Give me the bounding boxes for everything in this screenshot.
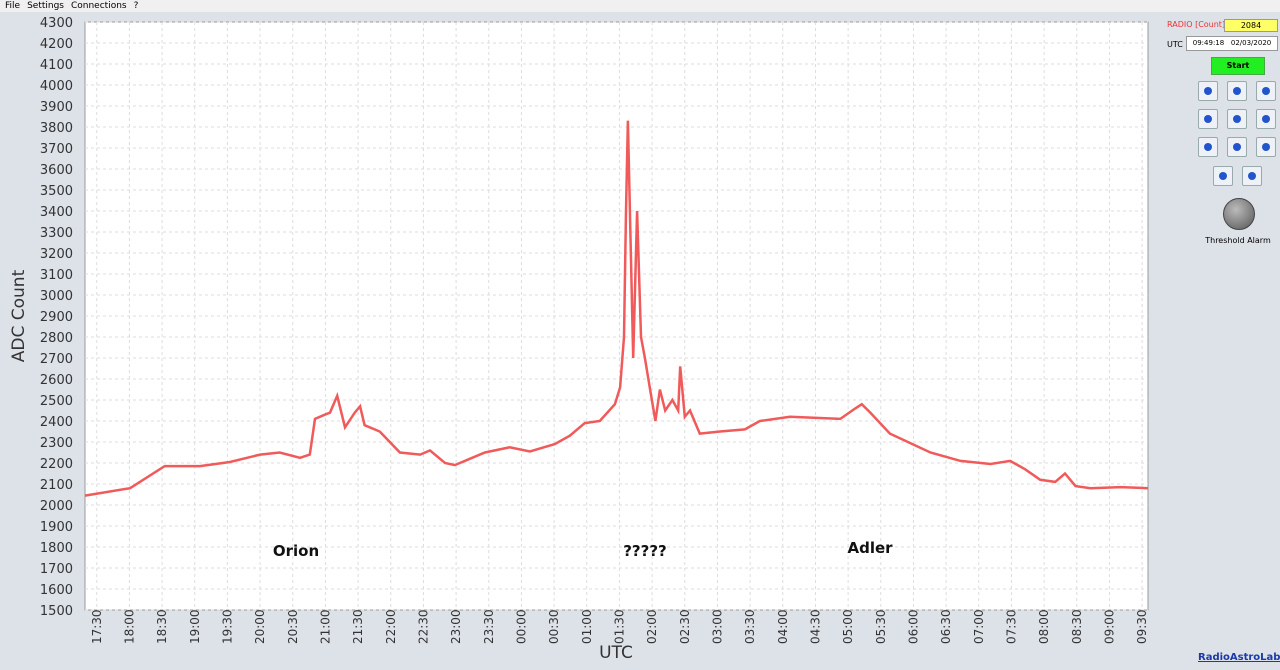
x-tick-label: 17:30 <box>90 609 104 644</box>
x-tick-label: 21:00 <box>318 609 332 644</box>
x-tick-label: 07:00 <box>972 609 986 644</box>
utc-value: 09:49:18 02/03/2020 <box>1186 36 1278 51</box>
y-tick-label: 2600 <box>40 373 73 388</box>
x-tick-label: 02:00 <box>645 609 659 644</box>
tool-button[interactable] <box>1256 137 1276 157</box>
x-tick-label: 08:00 <box>1037 609 1051 644</box>
x-tick-label: 00:30 <box>547 609 561 644</box>
x-tick-label: 03:00 <box>710 609 724 644</box>
y-tick-label: 1600 <box>40 583 73 598</box>
data-line <box>84 120 1149 497</box>
y-tick-label: 2000 <box>40 499 73 514</box>
y-axis-label: ADC Count <box>9 269 29 362</box>
x-tick-label: 02:30 <box>678 609 692 644</box>
y-tick-label: 3900 <box>40 100 73 115</box>
y-tick-label: 3000 <box>40 289 73 304</box>
x-tick-label: 18:00 <box>122 609 136 644</box>
x-tick-label: 21:30 <box>351 609 365 644</box>
utc-label: UTC <box>1167 40 1183 49</box>
tool-button[interactable] <box>1198 81 1218 101</box>
y-tick-label: 4100 <box>40 58 73 73</box>
y-tick-label: 2900 <box>40 310 73 325</box>
x-tick-label: 04:30 <box>808 609 822 644</box>
tool-button[interactable] <box>1256 109 1276 129</box>
x-tick-label: 18:30 <box>155 609 169 644</box>
x-tick-label: 19:30 <box>220 609 234 644</box>
start-button[interactable]: Start <box>1211 57 1265 75</box>
tool-button[interactable] <box>1227 109 1247 129</box>
x-tick-label: 00:00 <box>514 609 528 644</box>
x-tick-label: 04:00 <box>776 609 790 644</box>
x-tick-label: 23:30 <box>482 609 496 644</box>
x-tick-label: 20:00 <box>253 609 267 644</box>
brand-logo: RadioAstroLab <box>1198 652 1280 663</box>
x-tick-label: 07:30 <box>1004 609 1018 644</box>
y-tick-label: 3100 <box>40 268 73 283</box>
tool-button[interactable] <box>1242 166 1262 186</box>
tool-button[interactable] <box>1256 81 1276 101</box>
tool-button[interactable] <box>1213 166 1233 186</box>
x-tick-label: 22:00 <box>384 609 398 644</box>
y-tick-label: 4300 <box>40 16 73 31</box>
menu-item[interactable]: Connections <box>70 1 127 11</box>
plot-area <box>84 21 1149 611</box>
y-tick-label: 3300 <box>40 226 73 241</box>
y-tick-label: 3700 <box>40 142 73 157</box>
x-tick-label: 01:00 <box>580 609 594 644</box>
chart: UTC ADC Count 1500 1600 1700 1800 1900 2000 21… <box>9 16 1149 663</box>
radio-label: RADIO [Count] <box>1167 20 1226 29</box>
y-tick-label: 3500 <box>40 184 73 199</box>
x-tick-label: 03:30 <box>743 609 757 644</box>
y-tick-label: 2300 <box>40 436 73 451</box>
annotation: Adler <box>847 539 893 557</box>
menu-item[interactable]: File <box>5 1 21 11</box>
x-tick-label: 05:30 <box>874 609 888 644</box>
y-tick-label: 4000 <box>40 79 73 94</box>
y-tick-label: 4200 <box>40 37 73 52</box>
x-tick-label: 06:00 <box>906 609 920 644</box>
tool-button[interactable] <box>1198 109 1218 129</box>
x-tick-label: 20:30 <box>286 609 300 644</box>
alarm-label: Threshold Alarm <box>1205 236 1271 245</box>
annotation: ????? <box>623 542 667 560</box>
tool-button[interactable] <box>1198 137 1218 157</box>
y-tick-label: 3200 <box>40 247 73 262</box>
y-tick-label: 3400 <box>40 205 73 220</box>
y-tick-label: 2400 <box>40 415 73 430</box>
y-tick-label: 2700 <box>40 352 73 367</box>
y-tick-label: 3800 <box>40 121 73 136</box>
tool-button[interactable] <box>1227 137 1247 157</box>
x-tick-label: 22:30 <box>416 609 430 644</box>
x-tick-label: 19:00 <box>188 609 202 644</box>
y-tick-label: 1500 <box>40 604 73 619</box>
y-tick-label: 2500 <box>40 394 73 409</box>
x-tick-label: 09:00 <box>1102 609 1116 644</box>
menu-bar: File Settings Connections? <box>0 0 1280 12</box>
x-tick-label: 08:30 <box>1070 609 1084 644</box>
y-tick-label: 3600 <box>40 163 73 178</box>
x-tick-label: 01:30 <box>612 609 626 644</box>
y-tick-label: 2100 <box>40 478 73 493</box>
y-tick-label: 1900 <box>40 520 73 535</box>
alarm-light <box>1223 198 1255 230</box>
x-tick-label: 09:30 <box>1135 609 1149 644</box>
x-tick-label: 06:30 <box>939 609 953 644</box>
tool-button[interactable] <box>1227 81 1247 101</box>
radio-value: 2084 <box>1224 19 1278 32</box>
menu-item[interactable]: Settings <box>27 1 64 11</box>
x-axis-label: UTC <box>599 643 633 663</box>
x-tick-label: 05:00 <box>841 609 855 644</box>
x-tick-label: 23:00 <box>449 609 463 644</box>
y-tick-label: 1700 <box>40 562 73 577</box>
y-tick-label: 2800 <box>40 331 73 346</box>
annotation: Orion <box>273 542 319 560</box>
y-tick-label: 2200 <box>40 457 73 472</box>
y-tick-label: 1800 <box>40 541 73 556</box>
menu-item[interactable]: ? <box>133 1 139 11</box>
